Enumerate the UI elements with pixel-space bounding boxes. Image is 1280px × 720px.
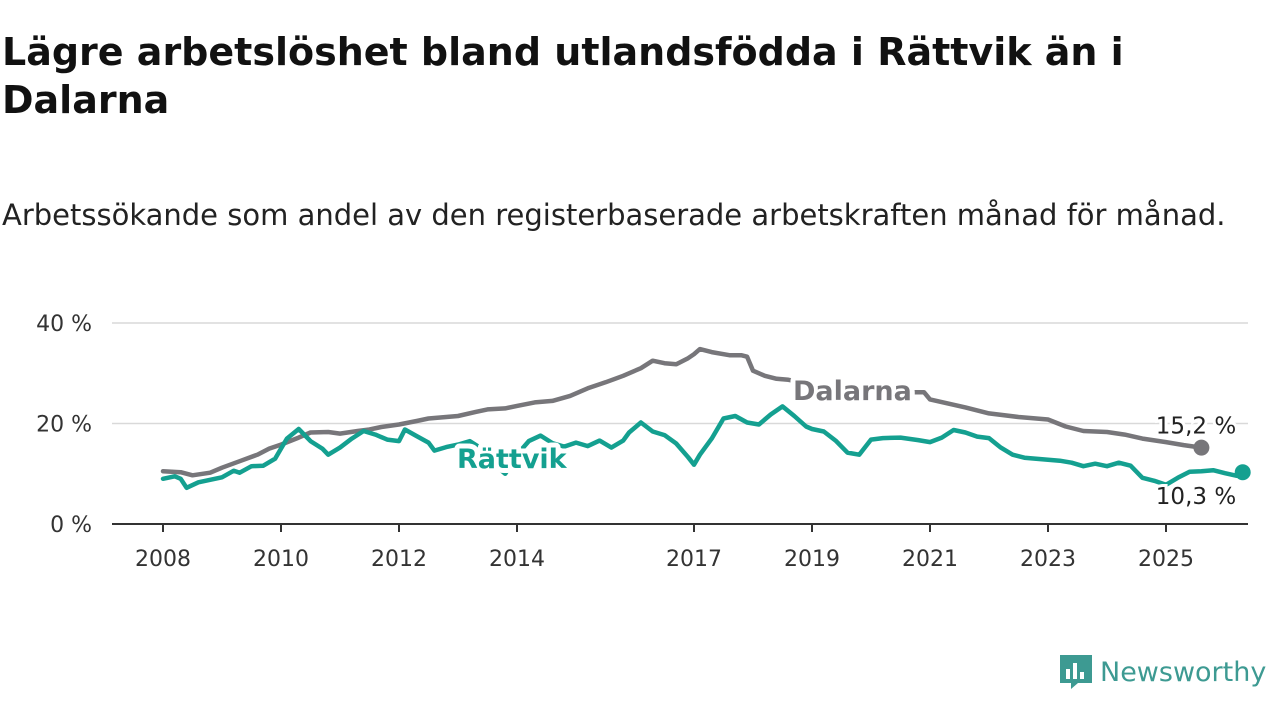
newsworthy-logo-icon [1060,655,1092,689]
x-axis-tick-labels: 2008 2010 2012 2014 2017 2019 2021 2023 2025 [135,524,1194,572]
x-tick-label: 2023 [1020,547,1076,572]
end-label-rattvik: 10,3 % [1156,484,1236,510]
y-axis-tick-labels: 0 % 20 % 40 % [36,312,92,538]
gridlines [112,322,1248,525]
series-line-rattvik [160,404,1245,491]
chart-subtitle: Arbetssökande som andel av den registerb… [2,198,1226,232]
series-label-dalarna: Dalarna [793,376,912,407]
newsworthy-logo: Newsworthy [1058,653,1266,691]
x-tick-label: 2008 [135,547,191,572]
newsworthy-logo-text: Newsworthy [1100,656,1267,688]
x-tick-label: 2014 [489,547,545,572]
series-labels: Dalarna Rättvik 15,2 % 10,3 % [452,371,1239,513]
series-lines [160,346,1251,491]
series-label-rattvik: Rättvik [457,444,568,475]
x-tick-label: 2019 [784,547,840,572]
x-tick-label: 2021 [902,547,958,572]
x-tick-label: 2010 [253,547,309,572]
chart-title: Lägre arbetslöshet bland utlandsfödda i … [2,30,1124,122]
end-point-rattvik [1234,464,1251,481]
x-tick-label: 2025 [1138,547,1194,572]
x-tick-label: 2017 [666,547,722,572]
series-line-dalarna [160,346,1204,478]
end-point-dalarna [1193,439,1210,456]
y-tick-label: 0 % [50,513,92,538]
x-tick-label: 2012 [371,547,427,572]
y-tick-label: 40 % [36,312,92,337]
y-tick-label: 20 % [36,413,92,438]
end-label-dalarna: 15,2 % [1156,414,1236,440]
